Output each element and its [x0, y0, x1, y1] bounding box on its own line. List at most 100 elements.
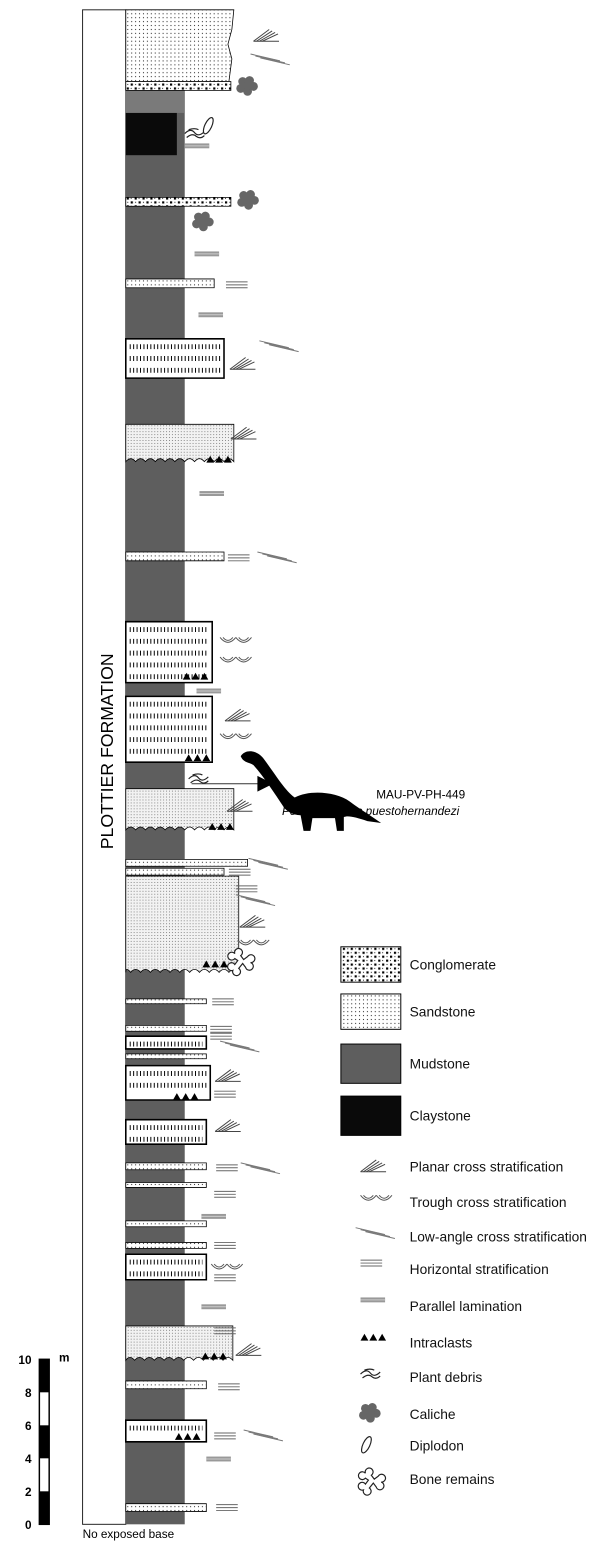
intraclast: [210, 1352, 219, 1360]
legend-label: Conglomerate: [410, 957, 497, 972]
caliche: [359, 1410, 368, 1420]
lowangle-symbol: [355, 1227, 396, 1239]
horiz-symbol: [360, 1259, 383, 1267]
planar-line: [233, 713, 250, 722]
parallel-symbol: [196, 688, 222, 694]
planar-line: [223, 1123, 240, 1132]
parallel-symbol: [184, 143, 210, 149]
parallel-symbol: [201, 1213, 226, 1219]
horiz-symbol: [214, 1241, 236, 1249]
sand-bed: [125, 1024, 207, 1032]
diplodon-symbol: [360, 1436, 372, 1454]
intra-symbol: [174, 1432, 201, 1440]
planar-line: [259, 31, 276, 42]
planar-symbol: [230, 426, 257, 440]
trough-arc: [229, 1263, 241, 1268]
horiz-symbol: [214, 1327, 236, 1335]
planar-line: [363, 1161, 380, 1173]
planar-line: [242, 916, 259, 928]
plant-symbol: [360, 1368, 381, 1379]
planar-line: [366, 1162, 383, 1173]
horiz-symbol: [218, 1383, 240, 1391]
planar-line: [233, 428, 250, 440]
bone-symbol: [357, 1467, 387, 1496]
planar-symbol: [239, 914, 266, 928]
trough-arc: [222, 656, 234, 661]
legend-label: Sandstone: [410, 1005, 476, 1020]
intra-symbol: [184, 754, 211, 762]
intra-symbol: [360, 1333, 387, 1341]
planar-line: [253, 29, 270, 42]
trough-arc: [238, 656, 249, 661]
parallel-symbol: [199, 491, 225, 496]
trough-arc: [253, 939, 270, 946]
low-angle-line: [264, 342, 294, 351]
plant-debris: [360, 1368, 381, 1379]
parallel-symbol: [201, 1304, 226, 1310]
legend-label: Trough cross stratification: [410, 1195, 567, 1210]
legend: Conglomerate Sandstone Mudstone Claystone Pl…: [340, 946, 587, 1496]
low-angle-line: [253, 859, 284, 868]
horiz-symbol: [228, 868, 251, 876]
trough-symbol: [237, 939, 270, 946]
intra-symbol: [172, 1093, 199, 1101]
legend-label: Parallel lamination: [410, 1299, 522, 1314]
bedded-bed: [125, 1253, 208, 1281]
cong-bed: [125, 197, 232, 207]
scale-bar: 10 8 6 4 2 0 m: [18, 1351, 69, 1532]
low-angle-line: [365, 1231, 396, 1239]
trough-arc: [256, 939, 267, 944]
intraclast: [191, 672, 200, 680]
parallel-symbol: [206, 1456, 231, 1462]
legend-swatch: [340, 946, 402, 983]
intraclast: [219, 1352, 227, 1360]
low-angle-line: [229, 1044, 260, 1053]
planar-line: [232, 358, 249, 370]
sand-bed: [125, 1220, 207, 1228]
planar-line: [238, 361, 255, 370]
sand-bed: [125, 1053, 207, 1060]
planar-line: [217, 1070, 235, 1082]
low-angle-line: [243, 1429, 274, 1438]
intraclast: [201, 1352, 210, 1360]
trough-arc: [237, 939, 254, 946]
sand-bed: [125, 1380, 207, 1390]
planar-line: [235, 1343, 252, 1356]
intraclast: [190, 1093, 199, 1101]
intra-symbol: [202, 960, 228, 968]
caliche: [365, 1407, 375, 1417]
sand-bed: [125, 1503, 207, 1512]
intraclast: [174, 1432, 183, 1440]
low-angle-line: [250, 1166, 281, 1175]
specimen-id: MAU-PV-PH-449: [376, 789, 465, 802]
horiz-symbol: [216, 1164, 238, 1172]
legend-swatch: [340, 1095, 402, 1136]
trough-arc: [360, 1194, 377, 1201]
bone: [357, 1467, 387, 1496]
low-angle-line: [255, 55, 286, 64]
lowangle-symbol: [259, 340, 299, 353]
intraclast: [360, 1333, 369, 1341]
caliche: [192, 219, 201, 229]
caliche: [236, 83, 246, 93]
trough-arc: [219, 733, 237, 740]
plant-debris: [188, 773, 209, 784]
arrow-head: [257, 775, 274, 792]
planar-symbol: [253, 29, 280, 42]
planar-line: [224, 708, 241, 722]
horiz-symbol: [235, 885, 258, 893]
fine-bed: [125, 875, 240, 974]
planar-symbol: [226, 799, 253, 812]
trough-symbol: [360, 1194, 393, 1201]
trough-arc: [363, 1194, 374, 1199]
planar-line: [235, 803, 252, 812]
low-angle-line: [219, 1040, 250, 1049]
intraclast: [369, 1333, 378, 1341]
low-angle-line: [235, 894, 266, 903]
scale-segment: [39, 1491, 50, 1525]
low-angle-line: [240, 1162, 271, 1171]
horiz-symbol: [214, 1432, 236, 1440]
scale-label: 4: [25, 1453, 32, 1466]
scale-label: 8: [25, 1387, 32, 1400]
planar-line: [256, 30, 273, 42]
